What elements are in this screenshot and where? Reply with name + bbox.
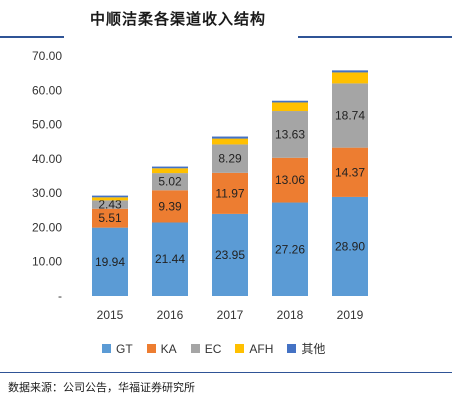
title-rule-right [298,36,452,38]
legend-swatch [287,344,297,353]
legend-item-ec: EC [190,340,222,357]
x-tick-label: 2015 [97,308,124,322]
bar-other-2017 [212,136,248,139]
x-tick-label: 2019 [337,308,364,322]
data-label-gt: 28.90 [335,239,365,253]
y-tick-label: 40.00 [32,152,62,166]
y-tick-label: 10.00 [32,255,62,269]
legend-item-other: 其他 [287,340,325,357]
bar-other-2016 [152,166,188,169]
data-label-ec: 5.02 [158,175,182,189]
bar-ec-2019 [332,83,368,148]
data-label-ec: 13.63 [275,127,305,141]
data-label-ka: 9.39 [158,199,182,213]
bar-ka-2017 [212,172,248,214]
bar-ka-2019 [332,147,368,197]
chart-title: 中顺洁柔各渠道收入结构 [90,10,267,28]
legend-label: EC [204,341,222,356]
data-label-ka: 13.06 [275,173,305,187]
data-label-gt: 19.94 [95,255,125,269]
bar-afh-2017 [212,138,248,145]
bar-other-2018 [272,100,308,103]
data-label-ka: 14.37 [335,165,365,179]
data-label-ec: 18.74 [335,109,365,123]
legend-label: 其他 [301,342,326,356]
bar-other-2019 [332,70,368,73]
chart-legend: GT KA EC AFH 其他 [102,340,325,357]
legend-label: AFH [249,341,274,356]
bar-ka-2018 [272,157,308,203]
bar-ec-2017 [212,144,248,173]
data-label-gt: 23.95 [215,248,245,262]
y-tick-label: 70.00 [32,49,62,63]
data-label-gt: 27.26 [275,242,305,256]
legend-label: GT [116,341,133,356]
source-rule [0,372,452,373]
bar-ec-2015 [92,200,128,209]
data-label-gt: 21.44 [155,252,185,266]
data-label-ec: 2.43 [98,198,122,212]
y-tick-label: 50.00 [32,118,62,132]
y-tick-label: - [58,289,62,303]
y-tick-label: 30.00 [32,186,62,200]
legend-swatch [190,344,200,353]
legend-swatch [235,344,245,353]
legend-item-ka: KA [146,340,177,357]
data-label-ec: 8.29 [218,152,242,166]
bar-afh-2015 [92,197,128,201]
bar-afh-2019 [332,72,368,84]
bar-ka-2016 [152,190,188,223]
bar-ec-2016 [152,173,188,191]
legend-swatch [146,344,156,353]
data-label-ka: 11.97 [215,186,244,200]
stacked-bar-chart: - 10.00 20.00 30.00 40.00 50.00 60.00 70.00 19.9… [32,49,368,322]
bar-gt-2017 [212,213,248,296]
bar-afh-2016 [152,168,188,174]
title-rule-left [0,36,64,38]
y-tick-label: 20.00 [32,220,62,234]
legend-item-gt: GT [102,340,133,357]
x-tick-label: 2017 [217,308,244,322]
bar-gt-2015 [92,227,128,296]
bar-gt-2016 [152,222,188,296]
bar-ec-2018 [272,111,308,158]
legend-item-afh: AFH [235,340,273,357]
x-tick-label: 2016 [157,308,184,322]
data-label-ka: 5.51 [98,211,122,225]
legend-swatch [102,344,111,353]
bar-other-2015 [92,195,128,198]
bar-afh-2018 [272,102,308,112]
data-source-note: 数据来源：公司公告，华福证券研究所 [8,381,195,394]
x-tick-label: 2018 [277,308,304,322]
bar-gt-2018 [272,202,308,296]
bar-ka-2015 [92,208,128,228]
legend-label: KA [160,341,177,356]
bar-gt-2019 [332,196,368,296]
y-tick-label: 60.00 [32,83,62,97]
